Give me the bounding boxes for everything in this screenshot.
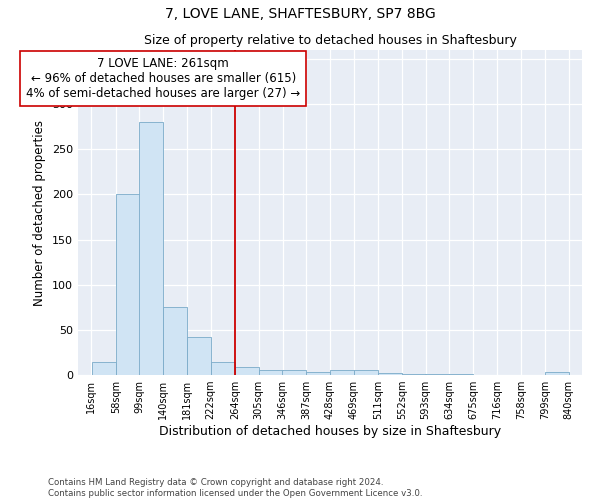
Bar	[92, 362, 116, 375]
Text: Contains HM Land Registry data © Crown copyright and database right 2024.
Contai: Contains HM Land Registry data © Crown c…	[48, 478, 422, 498]
Bar	[235, 367, 259, 375]
Bar	[545, 372, 569, 375]
Bar	[139, 122, 163, 375]
Bar	[401, 374, 426, 375]
Bar	[354, 370, 378, 375]
Text: 7, LOVE LANE, SHAFTESBURY, SP7 8BG: 7, LOVE LANE, SHAFTESBURY, SP7 8BG	[164, 8, 436, 22]
Bar	[425, 374, 449, 375]
Bar	[116, 194, 140, 375]
Bar	[378, 373, 402, 375]
Bar	[330, 370, 354, 375]
Bar	[259, 370, 283, 375]
X-axis label: Distribution of detached houses by size in Shaftesbury: Distribution of detached houses by size …	[159, 425, 501, 438]
Bar	[306, 372, 330, 375]
Title: Size of property relative to detached houses in Shaftesbury: Size of property relative to detached ho…	[143, 34, 517, 48]
Y-axis label: Number of detached properties: Number of detached properties	[34, 120, 46, 306]
Bar	[187, 337, 211, 375]
Text: 7 LOVE LANE: 261sqm
← 96% of detached houses are smaller (615)
4% of semi-detach: 7 LOVE LANE: 261sqm ← 96% of detached ho…	[26, 57, 301, 100]
Bar	[163, 308, 187, 375]
Bar	[211, 362, 235, 375]
Bar	[449, 374, 473, 375]
Bar	[283, 370, 307, 375]
